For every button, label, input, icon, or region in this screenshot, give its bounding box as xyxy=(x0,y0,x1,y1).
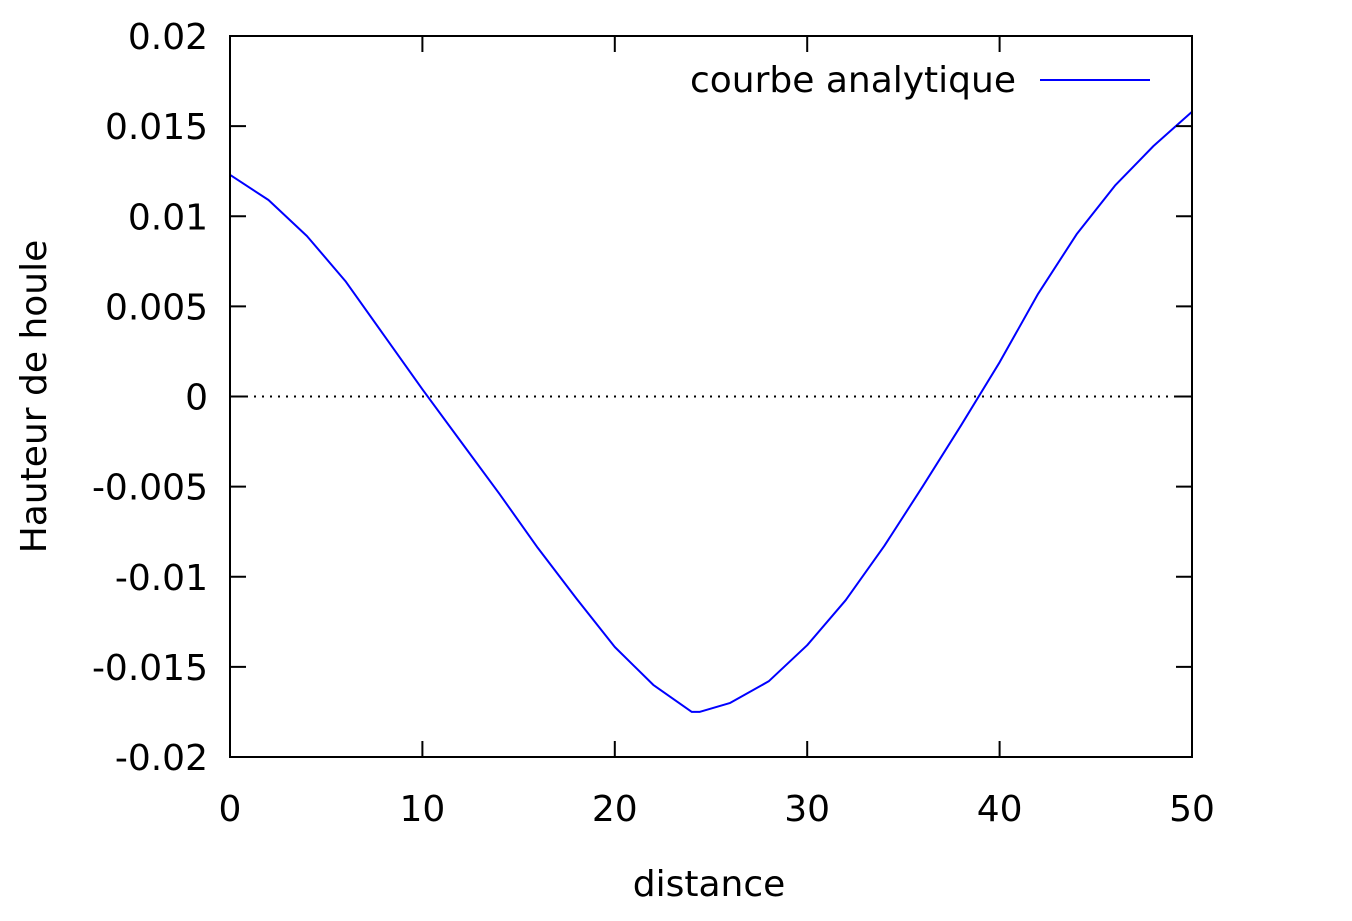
y-tick-label: 0.005 xyxy=(105,287,208,328)
x-axis-title: distance xyxy=(633,864,786,905)
y-tick-label: -0.015 xyxy=(92,648,208,689)
series-layer xyxy=(229,110,1193,713)
x-tick-label: 0 xyxy=(219,789,242,830)
y-tick-label: 0.02 xyxy=(128,17,208,58)
y-tick-label: 0.01 xyxy=(128,197,208,238)
x-tick-label: 10 xyxy=(399,789,445,830)
y-tick-label: -0.005 xyxy=(92,468,208,509)
y-tick-label: 0.015 xyxy=(105,107,208,148)
legend-label: courbe analytique xyxy=(690,60,1016,101)
x-tick-label: 40 xyxy=(977,789,1023,830)
y-axis-title: Hauteur de houle xyxy=(14,240,55,554)
x-tick-label: 20 xyxy=(592,789,638,830)
x-tick-label: 30 xyxy=(784,789,830,830)
tick-layer: 0 10 20 30 40 50 0.02 0.015 0.01 0.005 0 -0.005 -0.0… xyxy=(92,17,1215,830)
series-line-courbe-analytique xyxy=(229,110,1193,713)
legend: courbe analytique xyxy=(690,60,1150,101)
y-tick-label: -0.01 xyxy=(115,558,208,599)
y-tick-label: 0 xyxy=(185,378,208,419)
x-tick-label: 50 xyxy=(1169,789,1215,830)
y-tick-label: -0.02 xyxy=(115,738,208,779)
